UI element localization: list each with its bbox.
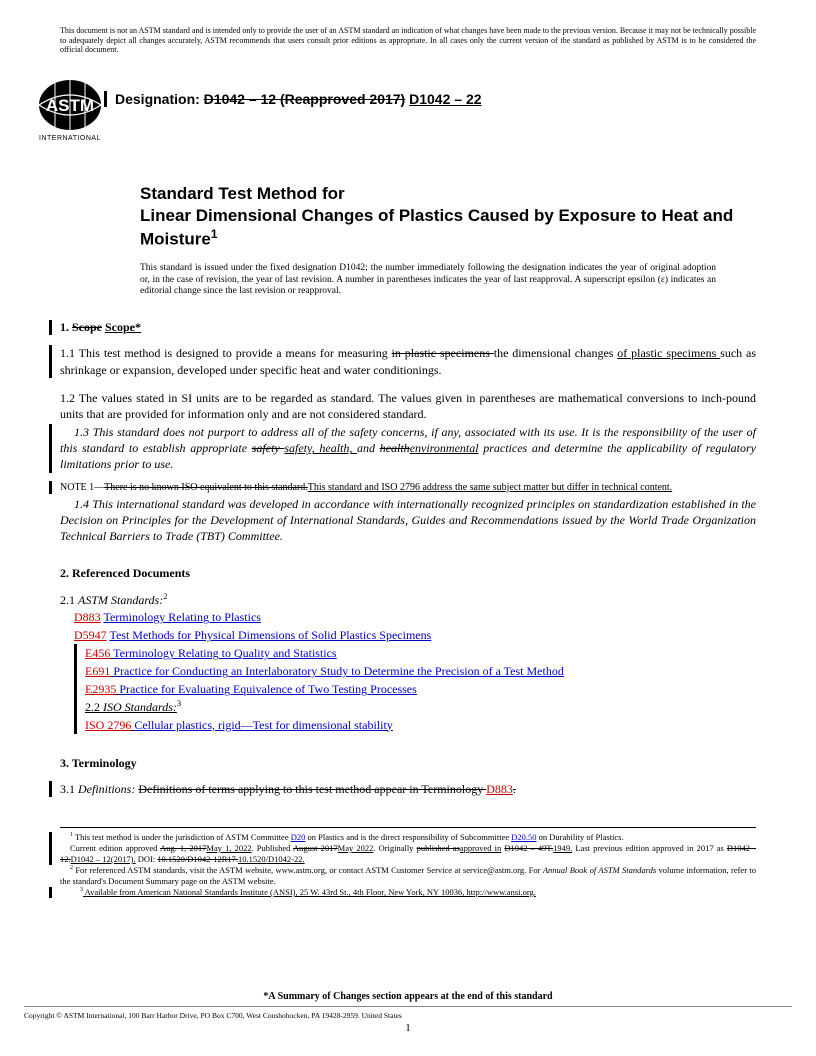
para-1-3: 1.3 This standard does not purport to ad… — [49, 424, 756, 473]
copyright-line: Copyright © ASTM International, 100 Barr… — [0, 1007, 816, 1020]
footnote-3: 3 Available from American National Stand… — [49, 887, 756, 898]
standard-title: Standard Test Method for Linear Dimensio… — [140, 183, 756, 251]
svg-text:INTERNATIONAL: INTERNATIONAL — [39, 135, 101, 142]
ref-d883: D883 Terminology Relating to Plastics — [74, 608, 756, 626]
ref-code[interactable]: E456 — [85, 646, 110, 660]
footnote-1b: Current edition approved Aug. 1, 2017May… — [49, 843, 756, 865]
para-1-4: 1.4 This international standard was deve… — [60, 496, 756, 545]
designation-old: D1042 – 12 (Reapproved 2017) — [204, 91, 406, 107]
link-d20[interactable]: D20 — [291, 832, 306, 842]
footnotes: 1 This test method is under the jurisdic… — [60, 827, 756, 898]
para-1-1: 1.1 This test method is designed to prov… — [49, 345, 756, 377]
ref-code[interactable]: E691 — [85, 664, 110, 678]
designation-line: Designation: D1042 – 12 (Reapproved 2017… — [104, 91, 482, 107]
ref-text[interactable]: Terminology Relating to Quality and Stat… — [113, 646, 336, 660]
section-1-head: 1. Scope Scope* — [49, 320, 756, 335]
ref-e456: E456 Terminology Relating to Quality and… — [74, 644, 756, 662]
ref-text[interactable]: Practice for Conducting an Interlaborato… — [113, 664, 564, 678]
disclaimer-text: This document is not an ASTM standard an… — [0, 0, 816, 55]
section-3-head: 3. Terminology — [60, 756, 756, 771]
ref-text[interactable]: Terminology Relating to Plastics — [103, 610, 260, 624]
ref-code[interactable]: D883 — [74, 610, 101, 624]
main-content: Standard Test Method for Linear Dimensio… — [0, 143, 816, 898]
ref-code[interactable]: ISO 2796 — [85, 718, 131, 732]
para-3-1: 3.1 Definitions: Definitions of terms ap… — [49, 781, 756, 797]
summary-line: *A Summary of Changes section appears at… — [24, 991, 792, 1007]
ref-d5947: D5947 Test Methods for Physical Dimensio… — [74, 626, 756, 644]
title-block: Standard Test Method for Linear Dimensio… — [140, 183, 756, 299]
note-1: NOTE 1—There is no known ISO equivalent … — [49, 481, 756, 494]
header-block: ASTM INTERNATIONAL Designation: D1042 – … — [0, 55, 816, 143]
sub-2-2: 2.2 ISO Standards:3 — [74, 698, 756, 715]
page-number: 1 — [0, 1022, 816, 1034]
ref-e691: E691 Practice for Conducting an Interlab… — [74, 662, 756, 680]
sub-2-1: 2.1 ASTM Standards:2 — [60, 591, 756, 608]
astm-logo: ASTM INTERNATIONAL — [35, 75, 105, 143]
designation-new: D1042 – 22 — [409, 91, 481, 107]
para-1-2: 1.2 The values stated in SI units are to… — [60, 390, 756, 422]
ref-text[interactable]: Practice for Evaluating Equivalence of T… — [119, 682, 416, 696]
link-d2050[interactable]: D20.50 — [511, 832, 536, 842]
ref-code[interactable]: D5947 — [74, 628, 107, 642]
section-2-head: 2. Referenced Documents — [60, 566, 756, 581]
ref-iso2796: ISO 2796 Cellular plastics, rigid—Test f… — [74, 716, 756, 734]
ref-text[interactable]: Test Methods for Physical Dimensions of … — [109, 628, 431, 642]
ref-e2935: E2935 Practice for Evaluating Equivalenc… — [74, 680, 756, 698]
ref-text[interactable]: Cellular plastics, rigid—Test for dimens… — [134, 718, 392, 732]
designation-label: Designation: — [115, 91, 200, 107]
ref-code[interactable]: E2935 — [85, 682, 116, 696]
footnote-1: 1 This test method is under the jurisdic… — [49, 832, 756, 843]
footnote-2: 2 For referenced ASTM standards, visit t… — [60, 865, 756, 887]
page-footer: *A Summary of Changes section appears at… — [0, 991, 816, 1034]
issued-note: This standard is issued under the fixed … — [140, 263, 716, 299]
